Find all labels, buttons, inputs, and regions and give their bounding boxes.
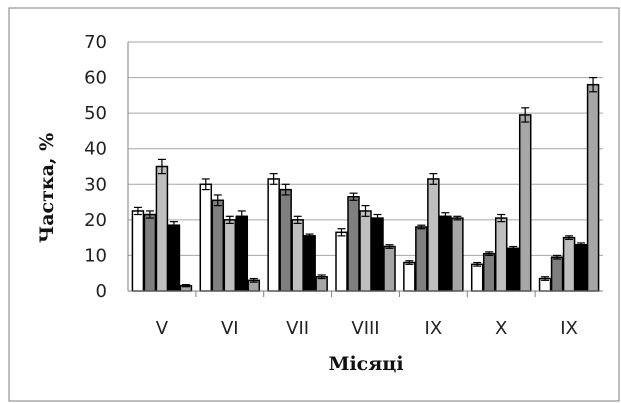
bar (279, 188, 292, 292)
bar (550, 256, 564, 292)
y-tick-label: 70 (84, 32, 107, 53)
bar (167, 224, 181, 292)
x-tick-label: IX (425, 318, 443, 339)
bar (143, 213, 157, 292)
bar (439, 215, 452, 292)
bar (383, 245, 396, 292)
bar (494, 217, 508, 292)
bar (223, 219, 237, 292)
x-axis-title: Місяці (328, 353, 403, 375)
x-tick-label: IX (560, 318, 578, 339)
bar (211, 199, 225, 292)
bar (562, 236, 576, 292)
bar (506, 247, 520, 292)
bar (335, 231, 348, 292)
bar (267, 178, 280, 292)
bar (303, 235, 316, 292)
x-tick-labels: V VI VII VIII IX X IX (156, 318, 578, 339)
bar (199, 183, 213, 292)
bar (347, 195, 360, 292)
bar (518, 114, 532, 292)
y-axis-title: Частка, % (36, 133, 58, 243)
bar (155, 165, 169, 292)
bar (359, 210, 372, 292)
y-tick-label: 60 (84, 68, 107, 89)
bar (574, 244, 588, 292)
y-tick-label: 20 (84, 210, 107, 231)
bar (586, 83, 600, 292)
bar (235, 215, 249, 292)
x-tick-label: VI (221, 318, 239, 339)
axes (127, 42, 603, 297)
bar (131, 210, 145, 292)
y-tick-label: 40 (84, 139, 107, 160)
bar (415, 226, 428, 292)
y-tick-label: 30 (84, 174, 107, 195)
bar (371, 217, 384, 292)
y-tick-label: 50 (84, 103, 107, 124)
bar (451, 217, 464, 292)
x-tick-label: V (156, 318, 169, 339)
x-tick-label: X (495, 318, 507, 339)
y-tick-label: 10 (84, 245, 107, 266)
bar (291, 219, 304, 292)
bar (427, 178, 440, 292)
bar (470, 263, 484, 292)
x-tick-label: VIII (351, 318, 379, 339)
bars (131, 76, 600, 292)
y-tick-labels: 0 10 20 30 40 50 60 70 (84, 32, 107, 302)
bar (403, 261, 416, 292)
chart-border (8, 7, 620, 402)
x-tick-label: VII (286, 318, 309, 339)
bar (482, 252, 496, 292)
y-tick-label: 0 (96, 281, 107, 302)
